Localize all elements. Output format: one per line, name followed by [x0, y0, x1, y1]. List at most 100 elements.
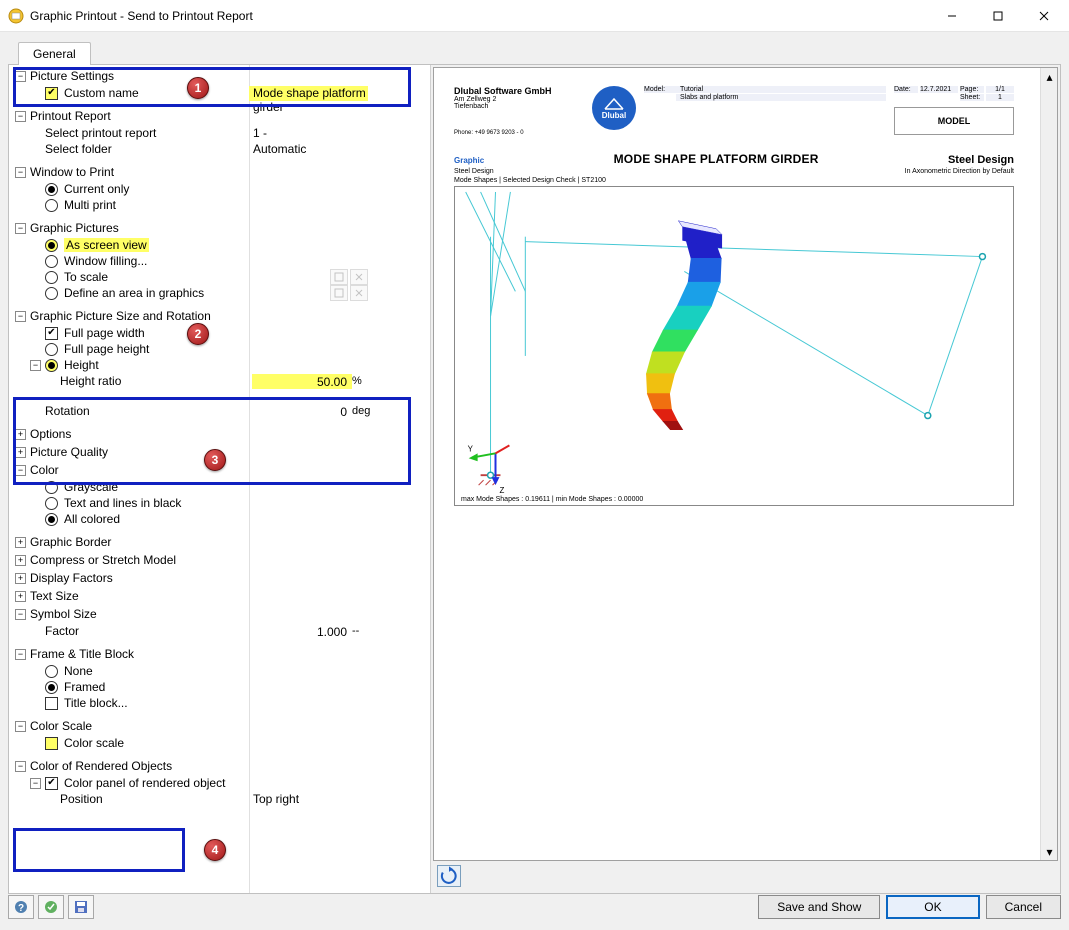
- expand-toggle[interactable]: +: [15, 429, 26, 440]
- grayscale-radio[interactable]: [45, 481, 58, 494]
- framed-radio[interactable]: [45, 681, 58, 694]
- preview-scrollbar[interactable]: ▴ ▾: [1040, 68, 1057, 860]
- section-display-factors: Display Factors: [30, 571, 113, 585]
- collapse-toggle[interactable]: −: [15, 311, 26, 322]
- badge-4: 4: [204, 839, 226, 861]
- scale-delete-button[interactable]: [350, 269, 368, 285]
- collapse-toggle[interactable]: −: [15, 609, 26, 620]
- section-window-to-print: Window to Print: [30, 165, 114, 179]
- collapse-toggle[interactable]: −: [15, 111, 26, 122]
- graphic-label: Graphic: [454, 156, 484, 165]
- height-ratio-value[interactable]: 50.00: [252, 374, 352, 389]
- select-folder-label: Select folder: [45, 142, 112, 156]
- svg-text:?: ?: [18, 903, 24, 914]
- full-page-height-radio[interactable]: [45, 343, 58, 356]
- save-and-show-button[interactable]: Save and Show: [758, 895, 880, 919]
- preview-viewport[interactable]: Dlubal Software GmbH Am Zellweg 2 Tiefen…: [433, 67, 1058, 861]
- scroll-down-icon[interactable]: ▾: [1041, 843, 1058, 860]
- none-radio[interactable]: [45, 665, 58, 678]
- save-settings-button[interactable]: [68, 895, 94, 919]
- section-graphic-pictures: Graphic Pictures: [30, 221, 119, 235]
- title-block-checkbox[interactable]: [45, 697, 58, 710]
- expand-toggle[interactable]: +: [15, 591, 26, 602]
- color-panel-checkbox[interactable]: [45, 777, 58, 790]
- scale-edit-button[interactable]: [330, 269, 348, 285]
- to-scale-label: To scale: [64, 270, 108, 284]
- height-ratio-label: Height ratio: [60, 374, 121, 388]
- collapse-toggle[interactable]: −: [30, 778, 41, 789]
- area-edit-button[interactable]: [330, 285, 348, 301]
- collapse-toggle[interactable]: −: [15, 761, 26, 772]
- app-icon: [8, 8, 24, 24]
- tab-general[interactable]: General: [18, 42, 91, 65]
- refresh-button[interactable]: [437, 865, 461, 887]
- collapse-toggle[interactable]: −: [15, 649, 26, 660]
- sheet-label: Sheet:: [960, 94, 984, 101]
- rotation-value[interactable]: 0: [252, 404, 352, 419]
- height-radio[interactable]: [45, 359, 58, 372]
- position-value[interactable]: Top right: [249, 792, 368, 807]
- collapse-toggle[interactable]: −: [15, 721, 26, 732]
- report-page: Dlubal Software GmbH Am Zellweg 2 Tiefen…: [454, 86, 1014, 506]
- cancel-button[interactable]: Cancel: [986, 895, 1061, 919]
- grayscale-label: Grayscale: [64, 480, 118, 494]
- graphic-figure: YZ max Mode Shapes : 0.19611 | min Mode …: [454, 186, 1014, 506]
- badge-3: 3: [204, 449, 226, 471]
- section-text-size: Text Size: [30, 589, 79, 603]
- area-delete-button[interactable]: [350, 285, 368, 301]
- expand-toggle[interactable]: +: [15, 555, 26, 566]
- text-lines-radio[interactable]: [45, 497, 58, 510]
- expand-toggle[interactable]: +: [15, 537, 26, 548]
- collapse-toggle[interactable]: −: [30, 360, 41, 371]
- select-report-value[interactable]: 1 -: [249, 126, 368, 141]
- select-folder-value[interactable]: Automatic: [249, 142, 368, 157]
- maximize-button[interactable]: [975, 1, 1021, 31]
- collapse-toggle[interactable]: −: [15, 223, 26, 234]
- text-lines-label: Text and lines in black: [64, 496, 181, 510]
- color-scale-checkbox[interactable]: [45, 737, 58, 750]
- full-page-width-label: Full page width: [64, 326, 145, 340]
- current-only-radio[interactable]: [45, 183, 58, 196]
- color-scale-label: Color scale: [64, 736, 124, 750]
- title-bar: Graphic Printout - Send to Printout Repo…: [0, 0, 1069, 32]
- sheet-value: 1: [986, 94, 1014, 101]
- window-filling-radio[interactable]: [45, 255, 58, 268]
- settings-button[interactable]: [38, 895, 64, 919]
- company-phone: Phone: +49 9673 9203 - 0: [454, 130, 584, 136]
- factor-value[interactable]: 1.000: [252, 624, 352, 639]
- as-screen-view-radio[interactable]: [45, 239, 58, 252]
- refresh-icon: [438, 865, 460, 887]
- date-value: 12.7.2021: [920, 86, 958, 93]
- close-button[interactable]: [1021, 1, 1067, 31]
- graphic-title: MODE SHAPE PLATFORM GIRDER: [614, 152, 819, 166]
- rotation-unit: deg: [352, 405, 368, 417]
- expand-toggle[interactable]: +: [15, 573, 26, 584]
- collapse-toggle[interactable]: −: [15, 465, 26, 476]
- highlight-4: [13, 828, 185, 872]
- ok-button[interactable]: OK: [886, 895, 979, 919]
- settings-panel: −Picture Settings Custom nameMode shape …: [9, 65, 431, 893]
- collapse-toggle[interactable]: −: [15, 167, 26, 178]
- graphic-sub-right: In Axonometric Direction by Default: [905, 168, 1014, 184]
- title-block-label: Title block...: [64, 696, 128, 710]
- custom-name-checkbox[interactable]: [45, 87, 58, 100]
- expand-toggle[interactable]: +: [15, 447, 26, 458]
- help-button[interactable]: ?: [8, 895, 34, 919]
- custom-name-value[interactable]: Mode shape platform girder: [249, 86, 368, 101]
- graphic-sub1: Steel Design: [454, 168, 606, 175]
- multi-print-radio[interactable]: [45, 199, 58, 212]
- current-only-label: Current only: [64, 182, 129, 196]
- define-area-radio[interactable]: [45, 287, 58, 300]
- color-panel-label: Color panel of rendered object: [64, 776, 225, 790]
- collapse-toggle[interactable]: −: [15, 71, 26, 82]
- all-colored-radio[interactable]: [45, 513, 58, 526]
- scroll-up-icon[interactable]: ▴: [1041, 68, 1058, 85]
- to-scale-radio[interactable]: [45, 271, 58, 284]
- section-compress: Compress or Stretch Model: [30, 553, 176, 567]
- page-label: Page:: [960, 86, 984, 93]
- model-sub: Slabs and platform: [676, 94, 886, 101]
- preview-panel: Dlubal Software GmbH Am Zellweg 2 Tiefen…: [431, 65, 1060, 893]
- minimize-button[interactable]: [929, 1, 975, 31]
- full-page-width-checkbox[interactable]: [45, 327, 58, 340]
- section-symbol-size: Symbol Size: [30, 607, 97, 621]
